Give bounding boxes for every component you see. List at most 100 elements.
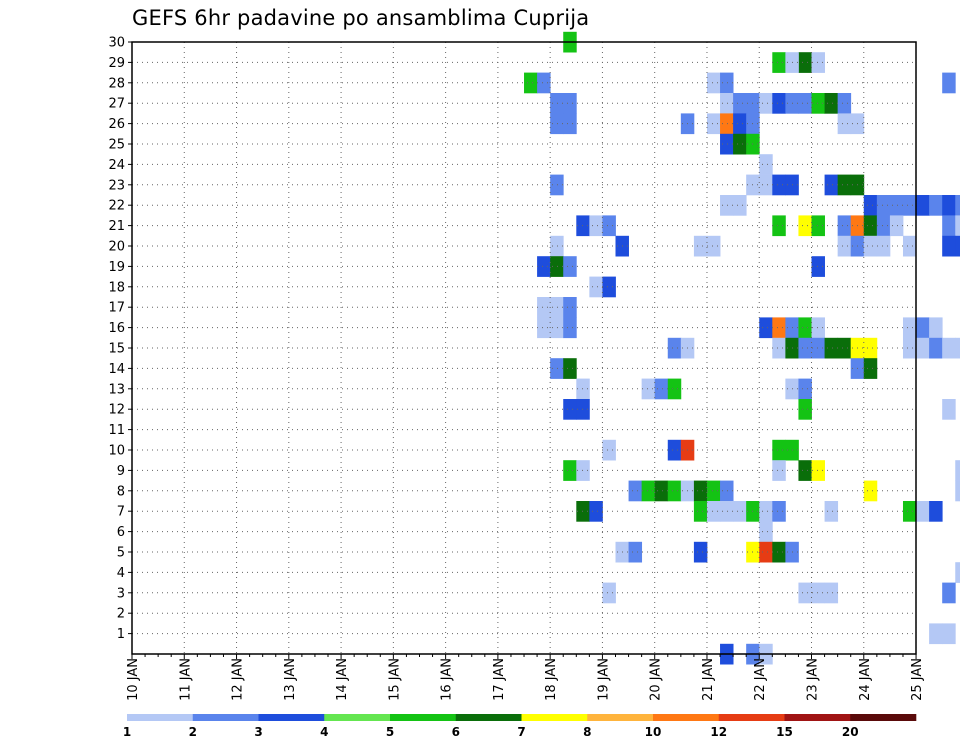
y-tick-label-2: 2 [117,607,125,622]
cell-161 [706,480,721,502]
cell-56 [602,215,616,237]
cell-167 [589,501,603,522]
x-tick-label-15: 25 JAN [910,658,925,701]
cell-114 [929,337,943,359]
cell-69 [693,235,708,257]
cell-66 [955,215,960,237]
y-tick-label-17: 17 [108,301,125,316]
cell-163 [863,480,878,502]
x-tick-label-8: 18 JAN [544,658,559,701]
cell-93 [759,317,773,339]
cell-164 [955,480,960,502]
cell-178 [929,501,943,522]
cell-55 [589,215,603,237]
legend-swatch-0 [127,714,194,721]
y-tick-label-24: 24 [108,158,125,173]
cell-180 [759,521,773,543]
x-tick-label-9: 19 JAN [596,658,611,701]
y-tick-label-10: 10 [108,444,125,459]
legend-swatch-7 [587,714,654,721]
y-tick-label-27: 27 [108,97,125,112]
cell-77 [955,235,960,257]
cell-129 [576,399,590,420]
cell-65 [942,215,956,237]
cell-74 [876,235,891,257]
cell-18 [798,93,812,114]
cell-160 [693,480,708,502]
cell-85 [602,276,616,298]
x-tick-label-1: 11 JAN [178,658,193,701]
cell-76 [942,235,956,257]
cell-142 [576,460,590,481]
cell-175 [824,501,839,522]
cell-37 [759,174,773,196]
cell-9 [942,72,956,94]
cell-100 [929,317,943,339]
cell-5 [524,72,538,94]
cell-86 [537,297,551,318]
cell-91 [550,317,564,339]
legend-swatch-9 [718,714,785,721]
cell-15 [759,93,773,114]
cell-82 [811,256,825,277]
cell-177 [916,501,930,522]
y-tick-label-15: 15 [108,342,125,357]
cell-25 [706,113,721,135]
cell-168 [693,501,708,522]
legend-swatch-1 [192,714,259,721]
cell-200 [942,623,956,645]
cell-109 [837,337,852,359]
cell-32 [733,133,747,155]
x-tick-label-6: 16 JAN [440,658,455,701]
cell-21 [837,93,852,114]
legend-swatch-2 [258,714,325,721]
cell-124 [654,378,669,400]
cell-27 [733,113,747,135]
cell-81 [563,256,577,277]
cell-58 [798,215,812,237]
cell-2 [798,52,812,73]
cell-23 [563,113,577,135]
cell-139 [772,439,786,461]
cell-6 [537,72,551,94]
cell-54 [576,215,590,237]
cell-136 [602,439,616,461]
y-tick-label-28: 28 [108,76,125,91]
cell-48 [902,195,917,216]
legend-label-20: 20 [842,725,859,739]
y-tick-label-12: 12 [108,403,125,418]
cell-16 [772,93,786,114]
cell-146 [955,460,960,481]
cell-170 [720,501,734,522]
cell-111 [863,337,878,359]
cell-63 [876,215,891,237]
cell-98 [902,317,917,339]
cell-10 [550,93,564,114]
cell-121 [863,358,878,379]
x-tick-label-12: 22 JAN [753,658,768,701]
cell-96 [798,317,812,339]
legend-label-5: 5 [386,725,394,739]
cell-186 [772,541,786,563]
cell-108 [824,337,839,359]
cell-49 [916,195,930,216]
cell-156 [641,480,656,502]
y-tick-label-18: 18 [108,280,125,295]
cell-73 [863,235,878,257]
y-tick-label-22: 22 [108,199,125,214]
y-tick-label-16: 16 [108,321,125,336]
cell-143 [772,460,786,481]
cell-59 [811,215,825,237]
cell-41 [837,174,852,196]
cell-80 [550,256,564,277]
cell-22 [550,113,564,135]
x-tick-label-2: 12 JAN [231,658,246,701]
y-tick-label-13: 13 [108,382,125,397]
legend-swatch-4 [390,714,457,721]
cell-46 [876,195,891,216]
y-tick-label-4: 4 [117,566,125,581]
legend-swatch-5 [455,714,522,721]
cell-35 [550,174,564,196]
cell-196 [942,582,956,604]
